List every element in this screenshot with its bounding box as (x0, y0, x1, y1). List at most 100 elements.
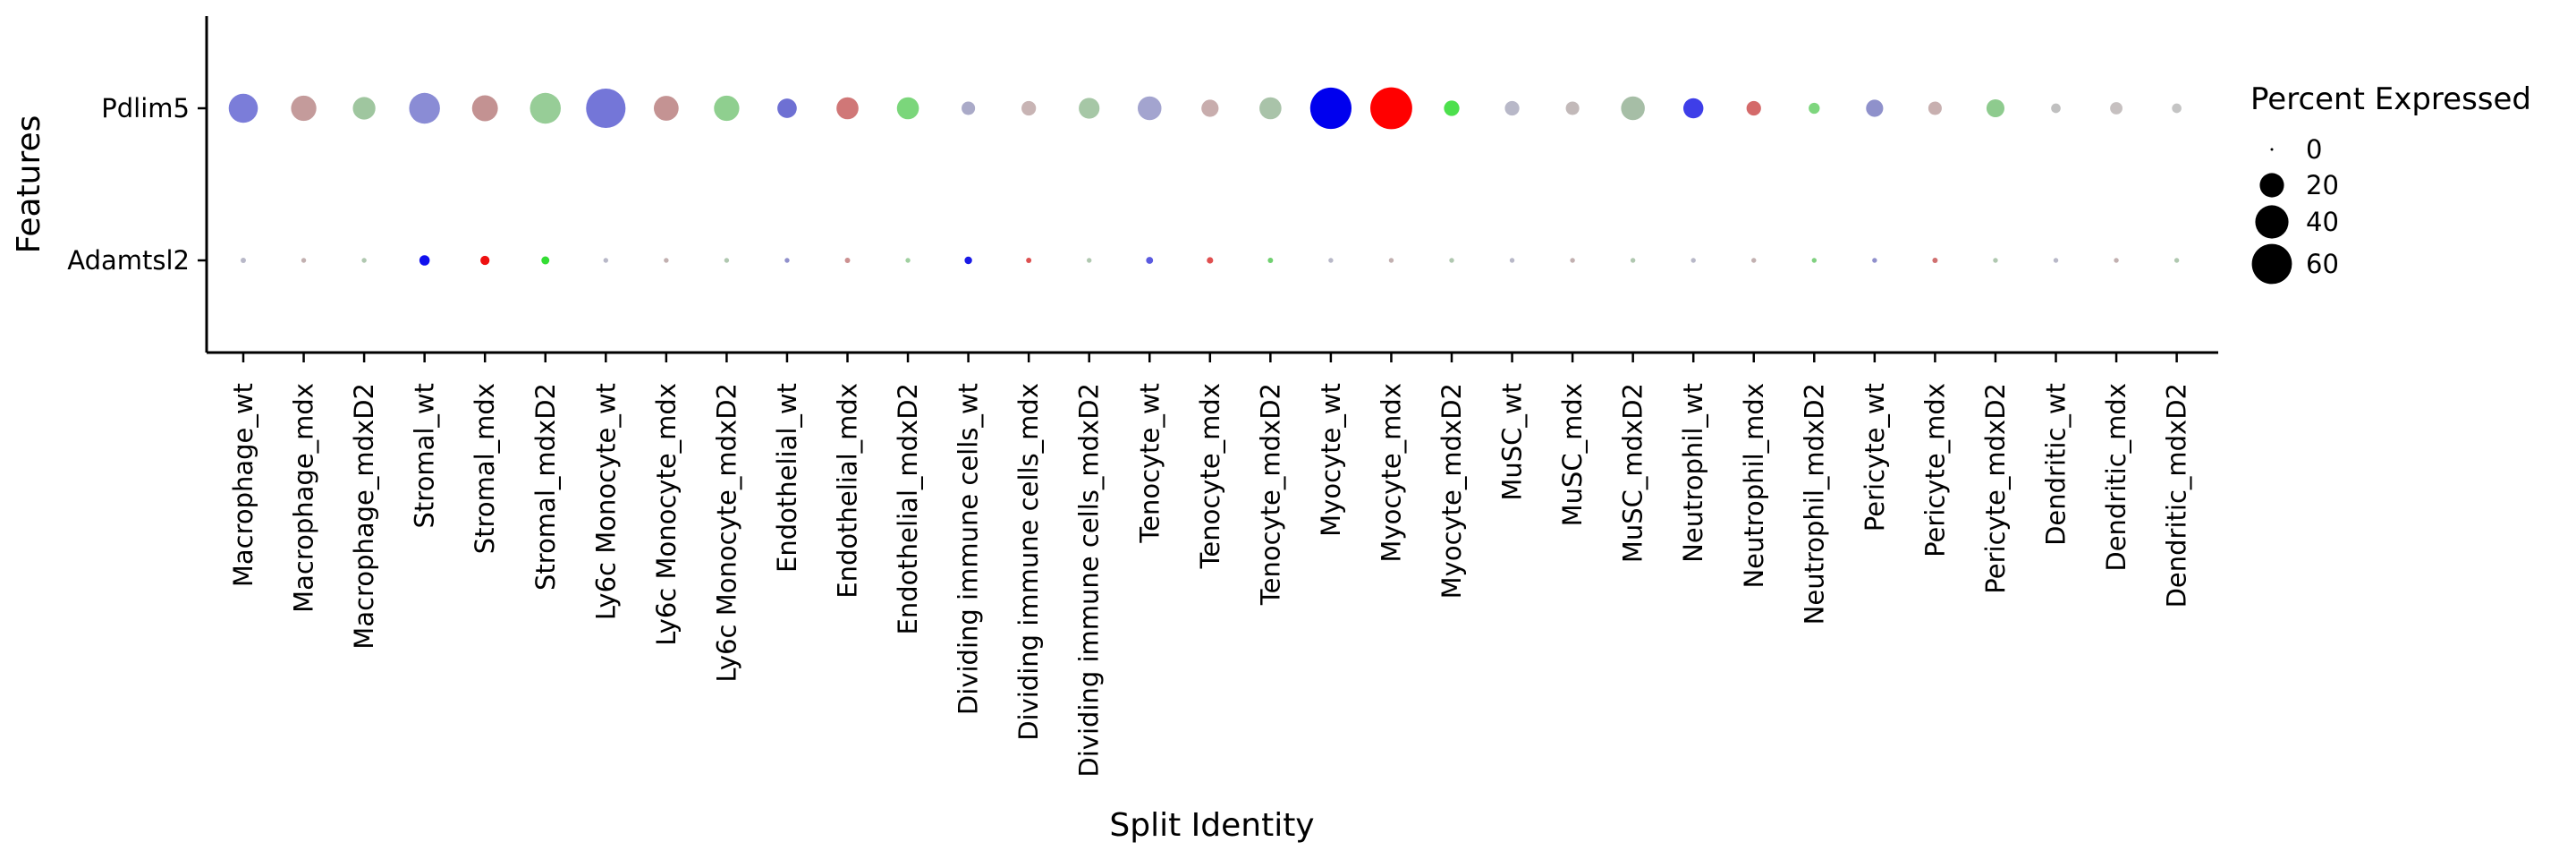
dot (896, 97, 919, 120)
legend-label: 40 (2306, 207, 2339, 237)
dot (784, 258, 790, 263)
x-tick-label: Dividing immune cells_mdx (1013, 383, 1044, 741)
dot (241, 258, 246, 263)
dot (1509, 258, 1515, 263)
dot (962, 101, 976, 115)
dot (1444, 100, 1460, 116)
dot (1079, 98, 1100, 119)
y-tick-label: Pdlim5 (101, 93, 190, 123)
dot (291, 95, 317, 122)
dot (586, 88, 626, 129)
x-tick-label: Macrophage_mdx (289, 383, 319, 613)
x-tick-label: Macrophage_mdxD2 (349, 383, 379, 650)
dot (1570, 258, 1575, 263)
dot (2114, 258, 2119, 263)
dot (1986, 98, 2004, 118)
dot (964, 256, 972, 265)
legend-dot (2255, 205, 2289, 239)
size-legend: Percent Expressed 0 20 40 60 (2250, 81, 2531, 285)
dot (419, 255, 430, 266)
x-tick-label: Myocyte_mdx (1376, 383, 1406, 563)
dot (724, 258, 730, 263)
dot (1872, 258, 1877, 263)
x-tick-label: Ly6c Monocyte_wt (590, 383, 621, 620)
dot (1388, 258, 1394, 263)
x-tick-label: Myocyte_wt (1316, 383, 1346, 537)
dot (1751, 258, 1757, 263)
x-tick-label: Myocyte_mdxD2 (1436, 383, 1467, 599)
dot (1086, 258, 1092, 263)
x-tick-label: Stromal_mdx (470, 383, 500, 554)
dot (603, 258, 609, 263)
x-tick-label: MuSC_mdxD2 (1618, 383, 1648, 563)
dot (1811, 258, 1818, 263)
x-tick-label: Pericyte_mdxD2 (1980, 383, 2011, 594)
dot (1267, 258, 1274, 263)
legend-dot (2259, 173, 2284, 198)
x-tick-label: Dendritic_mdxD2 (2162, 383, 2192, 608)
x-axis-ticks: Macrophage_wt Macrophage_mdx Macrophage_md… (228, 353, 2192, 778)
dot (352, 97, 376, 120)
legend-label: 60 (2306, 249, 2339, 279)
x-tick-label: Tenocyte_mdxD2 (1255, 383, 1285, 606)
dot (653, 96, 679, 121)
dot (2174, 258, 2180, 263)
dot (2053, 258, 2059, 263)
dot (1809, 102, 1820, 115)
x-tick-label: Endothelial_wt (772, 383, 802, 573)
x-tick-label: Neutrophil_mdx (1739, 383, 1769, 589)
dot (1259, 97, 1282, 120)
dot (2051, 103, 2061, 114)
dot (1690, 258, 1696, 263)
dot (228, 93, 258, 123)
dot (1207, 257, 1214, 264)
x-tick-label: MuSC_mdx (1557, 383, 1588, 526)
x-axis-title: Split Identity (1109, 807, 1314, 844)
dot (1682, 98, 1704, 119)
legend-label: 20 (2306, 170, 2339, 200)
dot (1993, 258, 1998, 263)
x-tick-label: Neutrophil_wt (1678, 383, 1708, 563)
x-tick-label: Stromal_mdxD2 (530, 383, 561, 591)
dot (905, 258, 911, 263)
dot (409, 92, 440, 124)
dot (844, 258, 851, 263)
dot (1021, 100, 1037, 116)
x-tick-label: Dividing immune cells_mdxD2 (1074, 383, 1105, 778)
dot (1932, 258, 1938, 263)
dot (2172, 103, 2182, 114)
x-tick-label: Ly6c Monocyte_mdx (651, 383, 682, 646)
dot (1866, 99, 1884, 117)
x-tick-label: Neutrophil_mdxD2 (1799, 383, 1829, 625)
dot (530, 92, 561, 124)
y-axis-ticks: Pdlim5 Adamtsl2 (67, 93, 207, 276)
dot (480, 255, 490, 266)
dot (471, 95, 498, 122)
dot (361, 258, 367, 263)
x-tick-label: Tenocyte_wt (1134, 383, 1165, 544)
x-tick-label: Endothelial_mdx (833, 383, 863, 599)
dot (1309, 87, 1352, 130)
legend-label: 0 (2306, 134, 2322, 165)
dot (1328, 258, 1334, 263)
dot (777, 98, 797, 118)
dot (1370, 87, 1412, 130)
dot (301, 258, 307, 263)
x-tick-label: MuSC_wt (1497, 383, 1528, 501)
x-tick-label: Ly6c Monocyte_mdxD2 (711, 383, 741, 683)
dot (1137, 96, 1162, 121)
y-tick-label: Adamtsl2 (67, 245, 190, 276)
x-tick-label: Dendritic_mdx (2101, 383, 2131, 572)
x-tick-label: Pericyte_wt (1860, 383, 1890, 532)
dot (1201, 99, 1219, 117)
dot (1449, 258, 1454, 263)
dot (714, 95, 740, 122)
x-tick-label: Stromal_wt (410, 383, 440, 528)
dot (1026, 258, 1032, 263)
dot (1928, 101, 1942, 115)
dot (1621, 96, 1645, 121)
dot (1630, 258, 1636, 263)
legend-dot (2270, 148, 2274, 151)
x-tick-label: Tenocyte_mdx (1195, 383, 1225, 569)
x-tick-label: Pericyte_mdx (1919, 383, 1950, 557)
